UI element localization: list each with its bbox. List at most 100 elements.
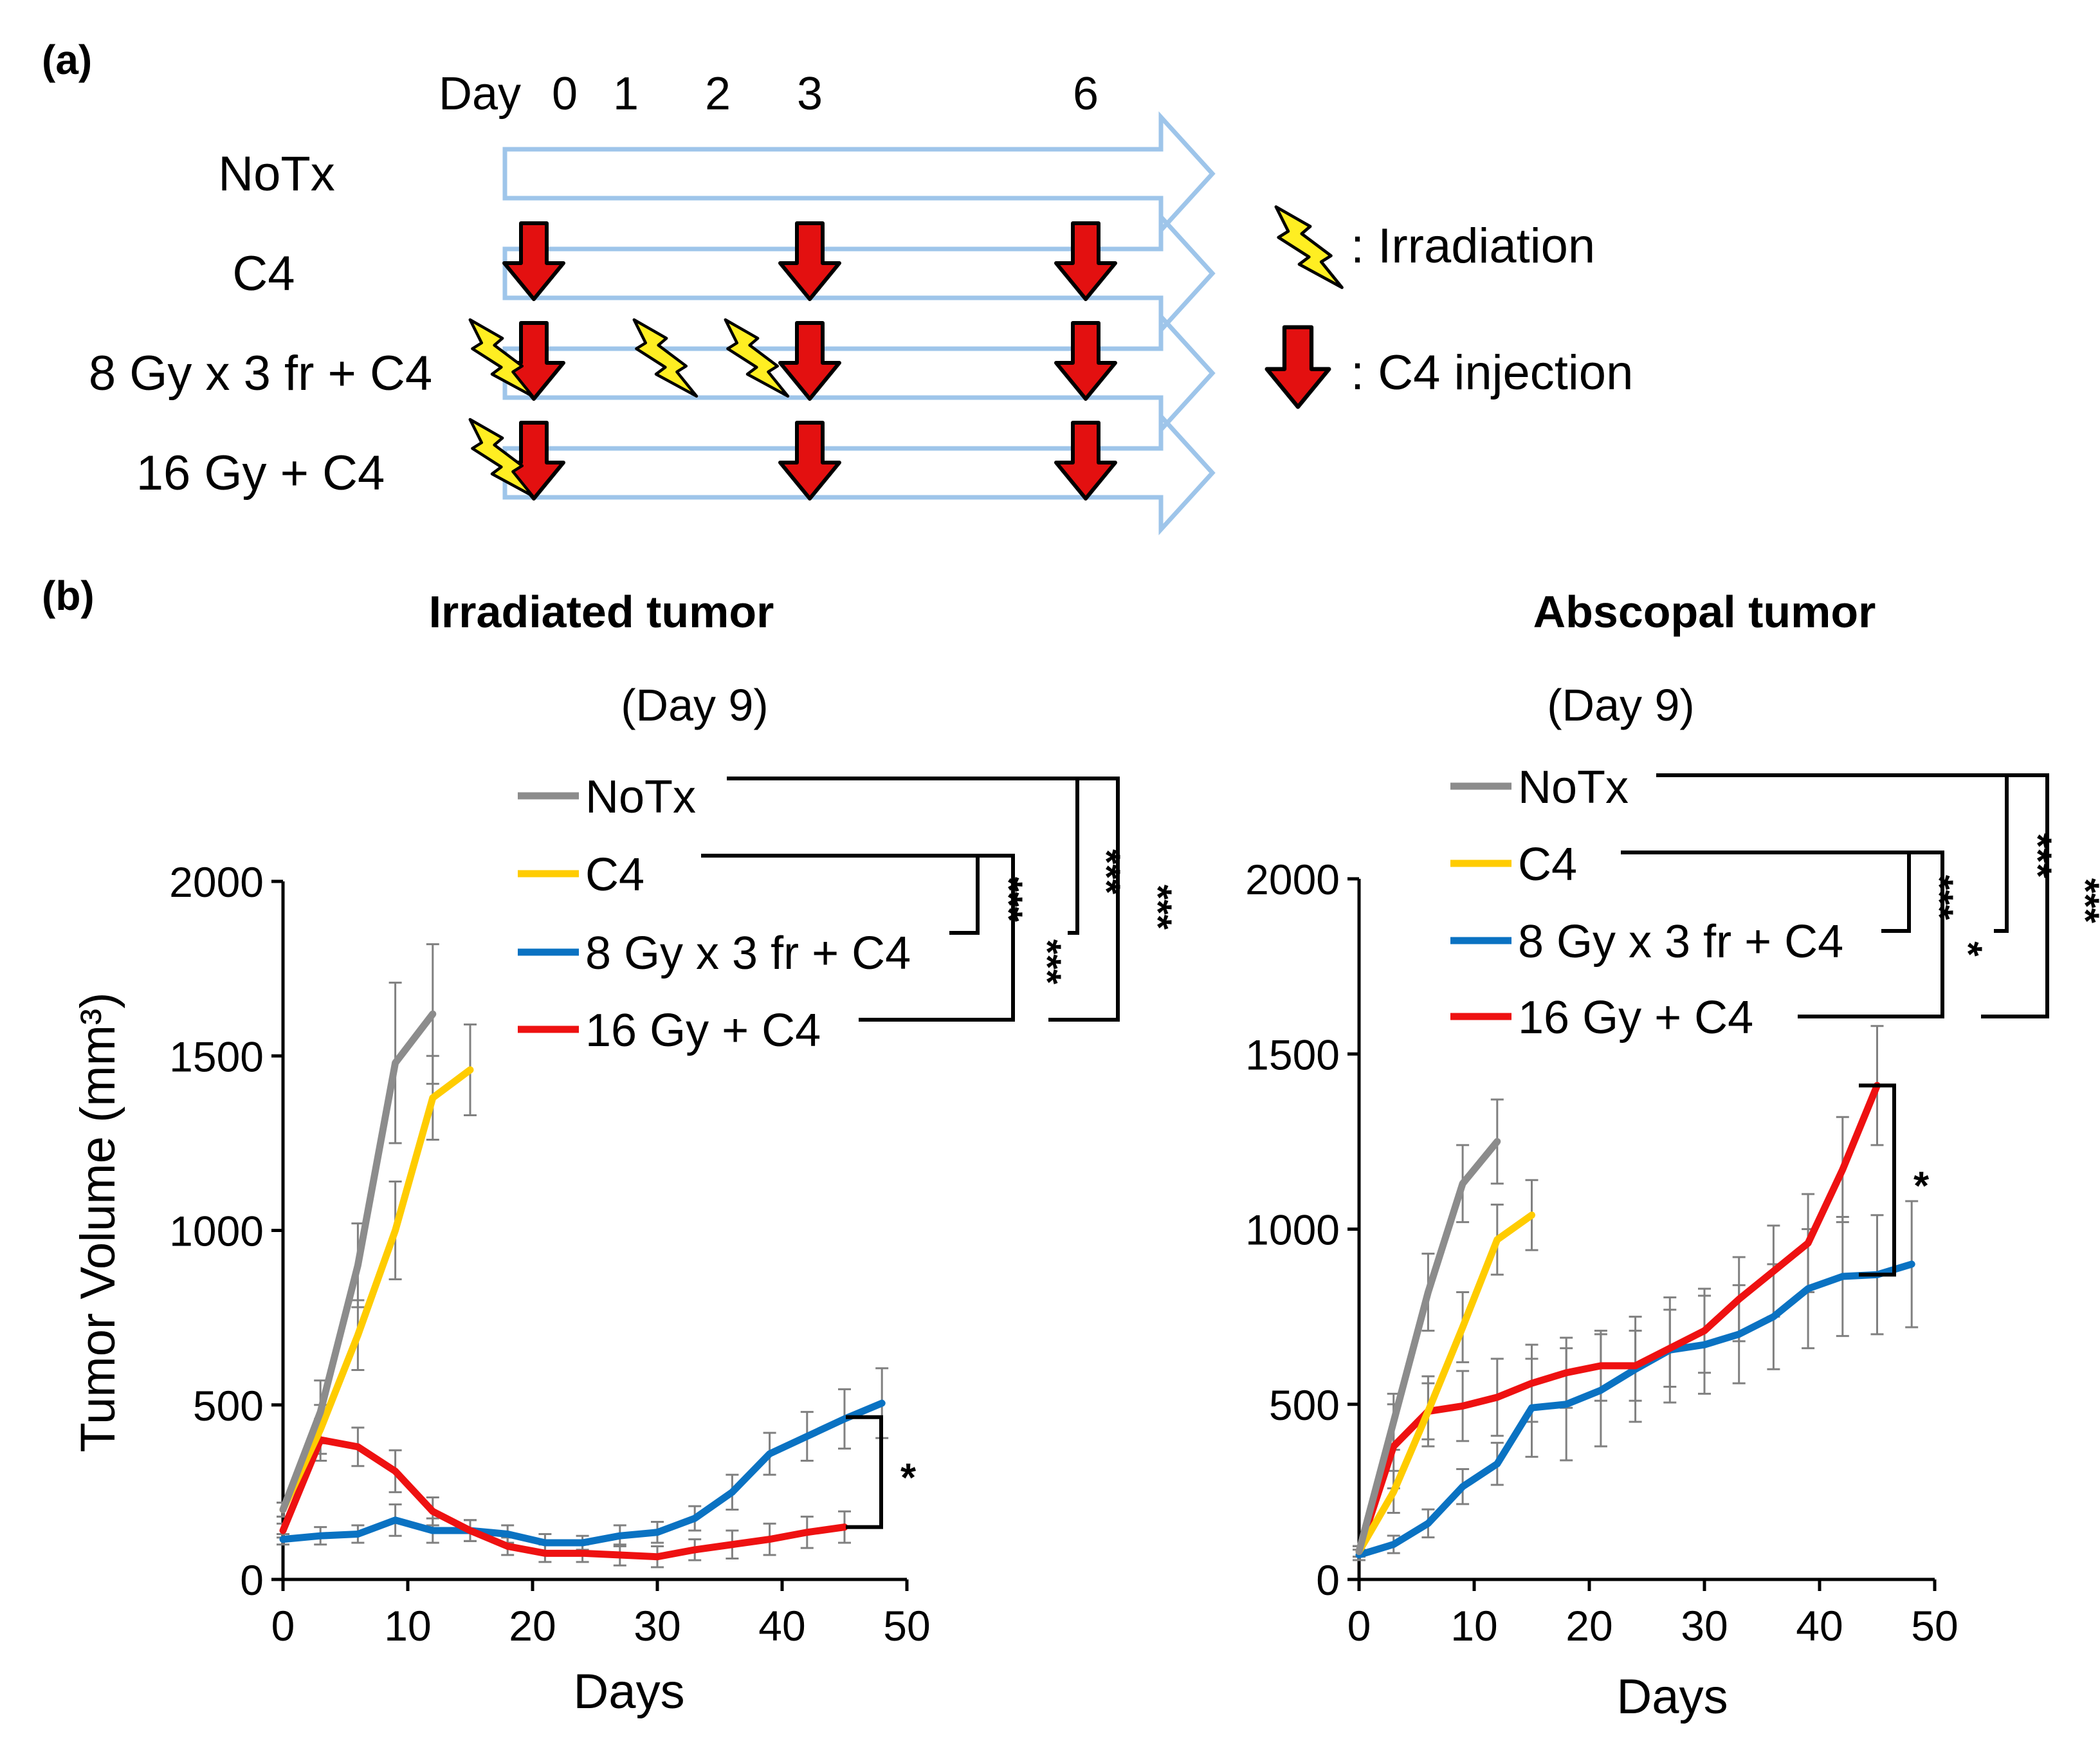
y-tick-label: 2000 [169, 858, 264, 906]
row-label: 8 Gy x 3 fr + C4 [89, 346, 432, 401]
series-line-16-gy-c4 [1355, 1081, 1881, 1555]
c4-injection-arrow-icon [1056, 223, 1115, 299]
c4-injection-arrow-icon [780, 223, 839, 299]
c4-injection-arrow-icon [1056, 423, 1115, 499]
row-labels: NoTx C4 8 Gy x 3 fr + C4 16 Gy + C4 [89, 147, 432, 501]
y-tick-label: 0 [1316, 1556, 1340, 1604]
legend-irradiation: : Irradiation [1276, 207, 1595, 288]
significance-bracket [1981, 773, 2049, 1018]
significance-bracket [727, 777, 1079, 935]
x-tick-label: 40 [758, 1602, 805, 1650]
x-tick-label: 10 [384, 1602, 431, 1650]
y-tick-label: 2000 [1245, 856, 1340, 903]
significance-label: *** [1026, 939, 1069, 985]
significance-bracket [1656, 773, 2009, 933]
y-tick-label: 0 [240, 1556, 264, 1604]
legend-label: NoTx [1518, 762, 1629, 813]
irradiated-tumor-chart: Irradiated tumor (Day 9) Days Tumor Volu… [71, 587, 1180, 1719]
significance-label: *** [1918, 875, 1961, 921]
significance-label: * [1913, 1164, 1930, 1208]
x-tick-label: 50 [1911, 1602, 1958, 1650]
row-label: NoTx [218, 147, 335, 201]
significance-bracket [1859, 1083, 1896, 1277]
timeline-arrow [502, 410, 1216, 536]
significance-label: *** [987, 877, 1030, 923]
significance-bracket [1621, 851, 1911, 933]
y-tick-label: 1500 [1245, 1031, 1340, 1078]
lightning-icon [1276, 207, 1342, 288]
panel-b-label: (b) [42, 573, 95, 619]
significance-bracket [1048, 777, 1120, 1022]
significance-label: *** [2064, 878, 2100, 924]
significance-bracket [1798, 851, 1944, 1018]
significance-bracket [859, 854, 1015, 1022]
significance-label: *** [2016, 833, 2059, 879]
timeline-arrow [502, 111, 1216, 237]
legend-label: C4 [585, 849, 644, 901]
day-tick-label: 0 [552, 68, 578, 120]
significance-bracket [701, 854, 980, 935]
y-tick-label: 1000 [169, 1208, 264, 1255]
timelines [502, 111, 1216, 536]
legend-label: C4 [1518, 839, 1577, 890]
x-axis-label: Days [1616, 1670, 1728, 1724]
significance-label: *** [1137, 885, 1180, 930]
significance-label: *** [1085, 849, 1128, 895]
x-tick-label: 20 [1566, 1602, 1612, 1650]
significance-label: * [1947, 941, 1990, 957]
x-tick-label: 30 [1681, 1602, 1728, 1650]
y-tick-label: 1000 [1245, 1206, 1340, 1254]
panel-a-label: (a) [42, 37, 92, 83]
chart-subtitle: (Day 9) [621, 680, 768, 730]
day-tick-label: 1 [613, 68, 639, 120]
irradiation-bolt-icon [634, 320, 697, 396]
legend-label: 16 Gy + C4 [585, 1005, 821, 1056]
y-tick-label: 1500 [169, 1033, 264, 1080]
x-tick-label: 40 [1796, 1602, 1843, 1650]
row-label: C4 [232, 246, 295, 301]
x-tick-label: 50 [883, 1602, 930, 1650]
treatment-markers [470, 223, 1115, 499]
x-tick-label: 0 [1347, 1602, 1371, 1650]
significance-label: * [900, 1456, 917, 1500]
series-line-16-gy-c4 [279, 1436, 848, 1561]
series-line-c4 [1355, 1211, 1535, 1555]
chart-title: Irradiated tumor [429, 587, 774, 637]
c4-injection-arrow-icon [780, 323, 839, 399]
x-tick-label: 10 [1450, 1602, 1497, 1650]
c4-injection-arrow-icon [780, 423, 839, 499]
chart-subtitle: (Day 9) [1547, 680, 1694, 730]
legend-c4-injection: : C4 injection [1267, 327, 1633, 407]
x-tick-label: 30 [634, 1602, 680, 1650]
legend-c4-injection-text: : C4 injection [1351, 345, 1633, 400]
abscopal-tumor-chart: Abscopal tumor (Day 9) Days 050010001500… [1245, 587, 2100, 1724]
c4-injection-arrow-icon [1056, 323, 1115, 399]
series-line-8-gy-x-3-fr-c4 [279, 1399, 886, 1547]
row-label: 16 Gy + C4 [136, 446, 385, 501]
day-tick-label: 2 [705, 68, 731, 120]
irradiation-bolt-icon [726, 320, 788, 396]
series-line-c4 [279, 1066, 474, 1513]
legend-label: 16 Gy + C4 [1518, 992, 1753, 1044]
chart-title: Abscopal tumor [1533, 587, 1876, 637]
red-arrow-icon [1267, 327, 1329, 407]
y-axis-label-text: Tumor Volume (mm³) [71, 992, 125, 1452]
x-tick-label: 0 [271, 1602, 295, 1650]
legend-label: NoTx [585, 771, 696, 823]
legend-label: 8 Gy x 3 fr + C4 [585, 928, 911, 979]
c4-injection-arrow-icon [504, 223, 563, 299]
x-axis-label: Days [573, 1664, 684, 1719]
day-tick-label: 3 [797, 68, 823, 120]
day-tick-label: 6 [1073, 68, 1099, 120]
day-prefix: Day [439, 68, 521, 120]
timeline-arrow [502, 210, 1216, 336]
y-tick-label: 500 [1269, 1381, 1340, 1429]
y-tick-label: 500 [193, 1382, 264, 1430]
y-axis-label: Tumor Volume (mm³) [71, 992, 125, 1452]
x-tick-label: 20 [509, 1602, 556, 1650]
legend-label: 8 Gy x 3 fr + C4 [1518, 916, 1843, 968]
significance-bracket [846, 1415, 883, 1529]
timeline-arrow [502, 310, 1216, 436]
